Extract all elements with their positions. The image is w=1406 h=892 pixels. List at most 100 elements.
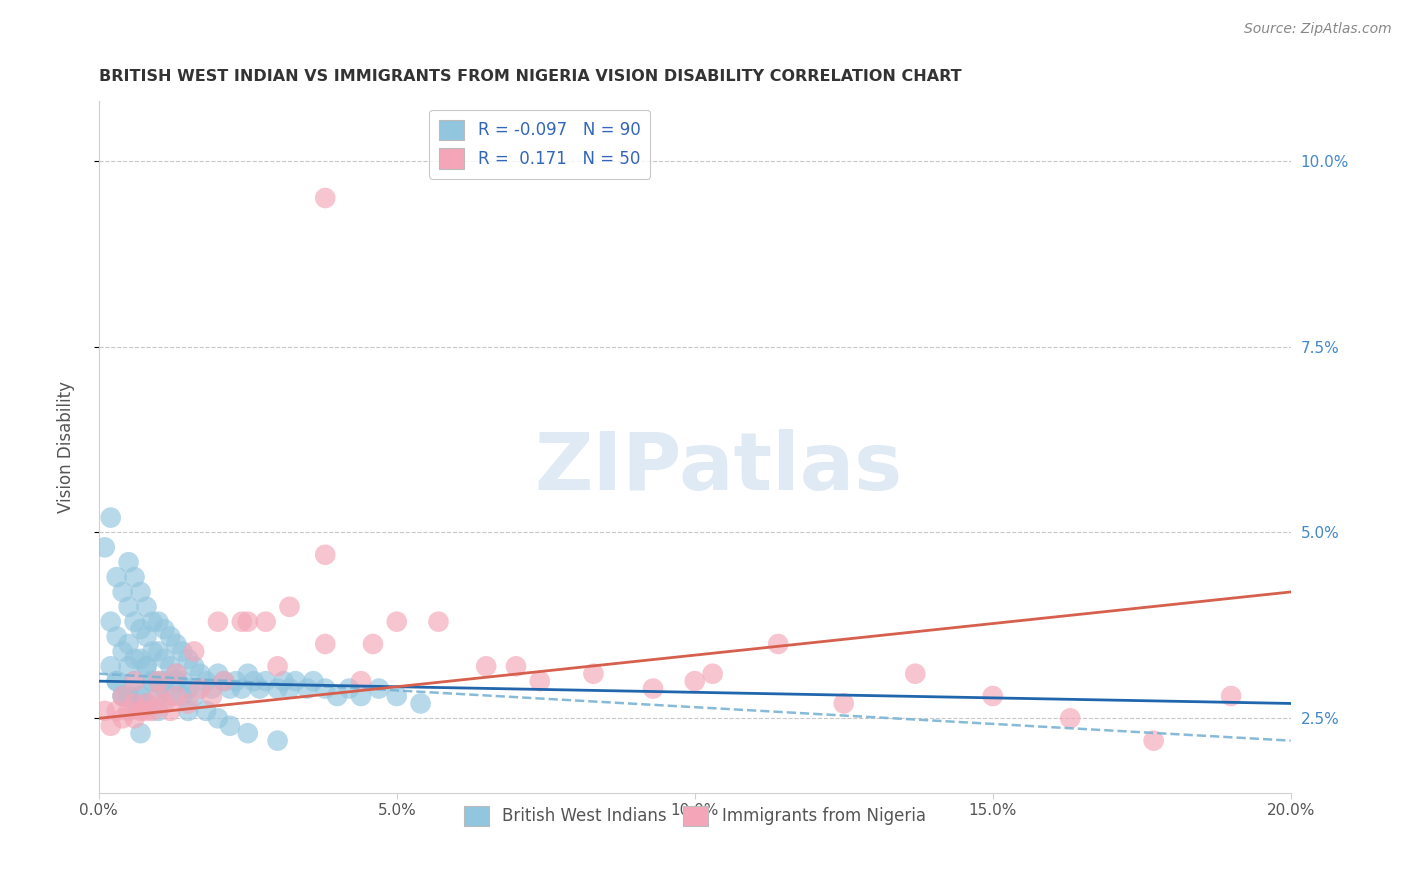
Point: [105, 570, 128, 584]
Point: [124, 674, 146, 689]
Point: [183, 659, 205, 673]
Point: [141, 674, 163, 689]
Point: [236, 726, 259, 740]
Point: [475, 659, 498, 673]
Point: [350, 674, 373, 689]
Point: [242, 674, 264, 689]
Point: [100, 615, 122, 629]
Point: [212, 674, 235, 689]
Point: [165, 674, 187, 689]
Point: [148, 674, 170, 689]
Point: [124, 711, 146, 725]
Point: [195, 674, 218, 689]
Point: [266, 733, 288, 747]
Point: [1220, 689, 1243, 703]
Point: [135, 704, 157, 718]
Point: [94, 541, 117, 555]
Point: [766, 637, 789, 651]
Point: [212, 674, 235, 689]
Point: [219, 719, 242, 733]
Point: [314, 548, 336, 562]
Point: [177, 652, 200, 666]
Point: [188, 666, 211, 681]
Point: [832, 697, 855, 711]
Point: [409, 697, 432, 711]
Point: [124, 652, 146, 666]
Point: [427, 615, 450, 629]
Point: [337, 681, 360, 696]
Y-axis label: Vision Disability: Vision Disability: [58, 381, 75, 513]
Point: [314, 681, 336, 696]
Point: [231, 615, 253, 629]
Point: [165, 666, 187, 681]
Point: [188, 681, 211, 696]
Point: [297, 681, 319, 696]
Point: [135, 630, 157, 644]
Point: [236, 666, 259, 681]
Point: [201, 689, 224, 703]
Point: [111, 711, 134, 725]
Point: [172, 644, 194, 658]
Point: [100, 510, 122, 524]
Point: [117, 555, 139, 569]
Point: [207, 666, 229, 681]
Point: [153, 674, 176, 689]
Point: [165, 666, 187, 681]
Point: [326, 689, 349, 703]
Point: [165, 637, 187, 651]
Point: [153, 697, 176, 711]
Point: [111, 689, 134, 703]
Point: [201, 681, 224, 696]
Point: [314, 637, 336, 651]
Point: [129, 726, 152, 740]
Point: [254, 674, 277, 689]
Point: [249, 681, 271, 696]
Point: [159, 630, 181, 644]
Point: [111, 585, 134, 599]
Point: [117, 704, 139, 718]
Point: [254, 615, 277, 629]
Point: [141, 674, 163, 689]
Point: [105, 704, 128, 718]
Point: [141, 704, 163, 718]
Point: [195, 704, 218, 718]
Point: [302, 674, 325, 689]
Point: [153, 622, 176, 636]
Point: [1143, 733, 1166, 747]
Point: [683, 674, 706, 689]
Point: [117, 637, 139, 651]
Point: [135, 697, 157, 711]
Point: [278, 681, 301, 696]
Point: [177, 681, 200, 696]
Point: [135, 659, 157, 673]
Point: [117, 599, 139, 614]
Point: [165, 689, 187, 703]
Point: [129, 585, 152, 599]
Point: [100, 659, 122, 673]
Point: [141, 615, 163, 629]
Point: [135, 659, 157, 673]
Point: [148, 615, 170, 629]
Point: [129, 689, 152, 703]
Point: [124, 697, 146, 711]
Point: [159, 704, 181, 718]
Point: [183, 689, 205, 703]
Point: [1059, 711, 1081, 725]
Text: ZIPatlas: ZIPatlas: [534, 429, 903, 507]
Point: [385, 615, 408, 629]
Point: [273, 674, 295, 689]
Point: [153, 681, 176, 696]
Point: [266, 659, 288, 673]
Point: [135, 697, 157, 711]
Point: [148, 689, 170, 703]
Point: [505, 659, 527, 673]
Point: [94, 704, 117, 718]
Point: [177, 704, 200, 718]
Point: [219, 681, 242, 696]
Point: [159, 659, 181, 673]
Point: [231, 681, 253, 696]
Point: [100, 719, 122, 733]
Point: [148, 704, 170, 718]
Point: [236, 615, 259, 629]
Legend: British West Indians, Immigrants from Nigeria: British West Indians, Immigrants from Ni…: [457, 799, 932, 833]
